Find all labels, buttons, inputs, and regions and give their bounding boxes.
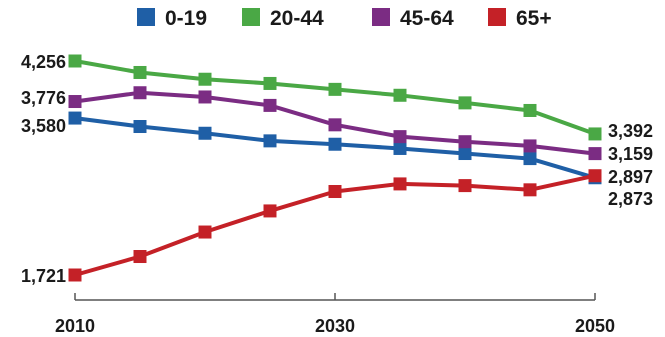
point-3-4	[328, 185, 342, 199]
point-0-4	[328, 137, 342, 151]
legend-label-0: 0-19	[165, 7, 207, 30]
legend-label-1: 20-44	[270, 7, 324, 30]
start-label-1: 4,256	[21, 52, 66, 72]
point-3-5	[393, 177, 407, 191]
x-tick-label-1: 2030	[315, 316, 355, 336]
point-1-4	[328, 82, 342, 96]
start-label-3: 1,721	[21, 266, 66, 286]
start-label-0: 3,580	[21, 116, 66, 136]
point-2-8	[588, 147, 602, 161]
point-1-3	[263, 76, 277, 90]
point-3-1	[133, 250, 147, 264]
data-labels: 3,580 2,873 4,256 3,392 3,776 3,159 1,721 2,897	[21, 52, 653, 286]
point-0-3	[263, 134, 277, 148]
point-0-6	[458, 147, 472, 161]
point-1-8	[588, 127, 602, 141]
point-2-2	[198, 90, 212, 104]
point-2-5	[393, 130, 407, 144]
legend: 0-19 20-44 45-64 65+	[137, 7, 552, 30]
legend-label-3: 65+	[516, 7, 552, 30]
point-3-2	[198, 225, 212, 239]
point-2-0	[68, 95, 82, 109]
legend-swatch-0	[137, 8, 155, 26]
point-1-6	[458, 96, 472, 110]
point-3-6	[458, 179, 472, 193]
point-2-6	[458, 135, 472, 149]
end-label-2: 3,159	[608, 144, 653, 164]
point-3-0	[68, 268, 82, 282]
legend-swatch-2	[372, 8, 390, 26]
point-2-7	[523, 139, 537, 153]
legend-swatch-1	[242, 8, 260, 26]
x-tick-label-0: 2010	[55, 316, 95, 336]
legend-label-2: 45-64	[400, 7, 454, 30]
point-3-7	[523, 183, 537, 197]
point-1-7	[523, 103, 537, 117]
x-axis: 2010 2030 2050	[55, 293, 615, 336]
point-0-5	[393, 141, 407, 155]
point-0-1	[133, 120, 147, 134]
point-2-3	[263, 98, 277, 112]
point-1-1	[133, 65, 147, 79]
end-label-0: 2,873	[608, 189, 653, 209]
series-group	[68, 54, 602, 282]
point-1-2	[198, 72, 212, 86]
point-1-5	[393, 88, 407, 102]
x-tick-label-2: 2050	[575, 316, 615, 336]
point-3-8	[588, 169, 602, 183]
point-1-0	[68, 54, 82, 68]
point-0-7	[523, 152, 537, 166]
end-label-3: 2,897	[608, 167, 653, 187]
point-3-3	[263, 204, 277, 218]
end-label-1: 3,392	[608, 121, 653, 141]
point-0-2	[198, 126, 212, 140]
point-2-1	[133, 86, 147, 100]
point-0-0	[68, 111, 82, 125]
start-label-2: 3,776	[21, 88, 66, 108]
legend-swatch-3	[488, 8, 506, 26]
point-2-4	[328, 118, 342, 132]
